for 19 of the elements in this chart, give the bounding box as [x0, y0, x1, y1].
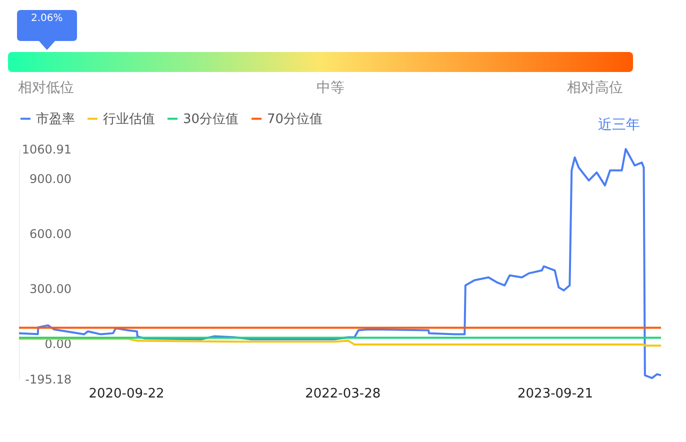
legend-label: 行业估值: [103, 112, 155, 127]
legend-label: 70分位值: [267, 112, 323, 127]
text: 中等: [316, 79, 344, 97]
text: 相对低位: [18, 79, 74, 97]
text: 2.06%: [31, 13, 63, 24]
text: 相对高位: [567, 79, 623, 97]
y-tick-label: 600.00: [30, 226, 72, 241]
x-tick-label: 2022-03-28: [305, 386, 381, 402]
y-tick-label: -195.18: [25, 372, 72, 386]
x-tick-label: 2023-09-21: [518, 386, 594, 402]
legend-label: 30分位值: [183, 112, 239, 127]
y-tick-label: 900.00: [30, 172, 72, 186]
x-tick-label: 2020-09-22: [88, 386, 164, 402]
legend-label: 市盈率: [36, 110, 75, 127]
text: 近三年: [598, 116, 640, 134]
y-tick-label: 300.00: [30, 282, 72, 296]
y-tick-label: 0.00: [44, 336, 72, 351]
y-tick-label: 1060.91: [22, 142, 72, 156]
line-series: [18, 338, 662, 347]
